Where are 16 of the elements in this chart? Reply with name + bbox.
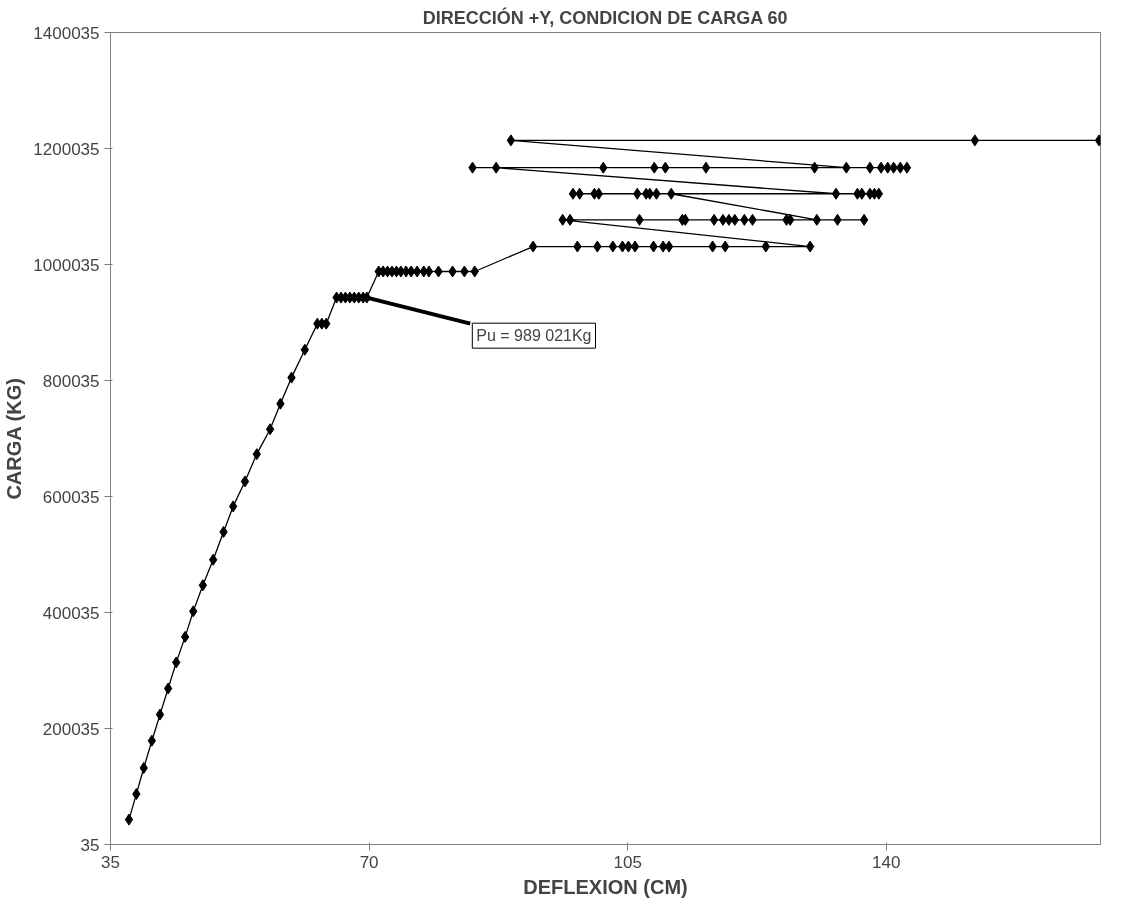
y-tick-label: 800035 bbox=[42, 371, 100, 391]
y-tick-label: 200035 bbox=[42, 719, 100, 739]
y-tick-label: 400035 bbox=[42, 603, 100, 623]
chart-title: DIRECCIÓN +Y, CONDICION DE CARGA 60 bbox=[422, 6, 788, 28]
x-tick-label: 140 bbox=[872, 852, 901, 872]
annotation: Pu = 989 021Kg bbox=[476, 327, 592, 345]
y-tick-label: 1200035 bbox=[33, 139, 100, 159]
y-tick-label: 600035 bbox=[42, 487, 100, 507]
x-tick-label: 105 bbox=[613, 852, 642, 872]
x-tick-label: 70 bbox=[359, 852, 379, 872]
y-tick-label: 1400035 bbox=[33, 23, 100, 43]
y-axis-title: CARGA (KG) bbox=[3, 378, 26, 500]
x-tick-label: 35 bbox=[101, 852, 120, 872]
x-axis-title: DEFLEXION (CM) bbox=[523, 875, 688, 898]
y-tick-label: 35 bbox=[80, 835, 100, 855]
y-tick-label: 1000035 bbox=[33, 255, 100, 275]
